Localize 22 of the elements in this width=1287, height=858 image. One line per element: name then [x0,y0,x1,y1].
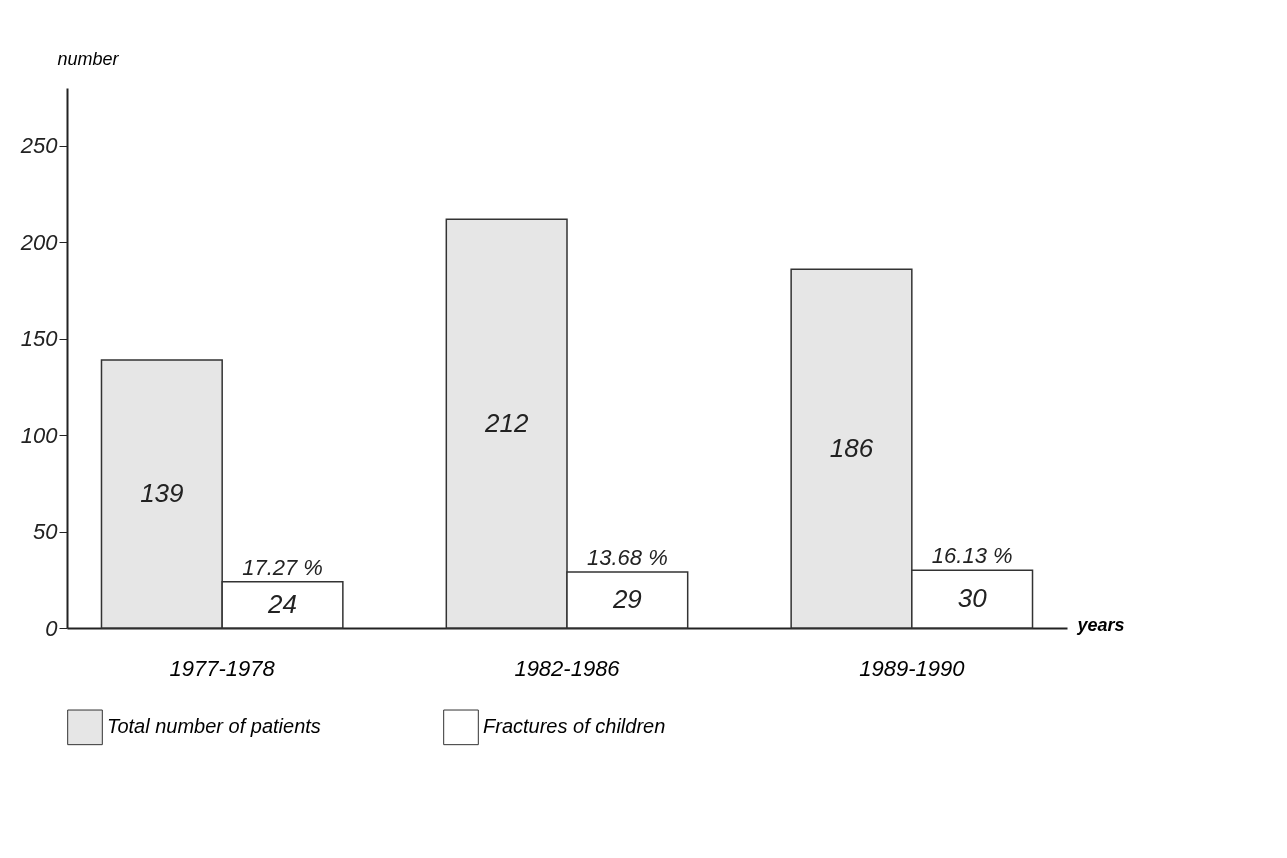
legend-label: Total number of patients [107,715,321,738]
data-label: 139 [140,477,184,508]
annotation: 16.13 % [931,543,1013,569]
y-tick-label: 250 [19,133,59,159]
y-tick-label: 200 [19,229,59,255]
annotation: 17.27 % [242,554,323,580]
x-axis-title: years [1076,614,1125,635]
y-tick-label: 50 [33,519,59,545]
legend-label: Fractures of children [483,715,666,738]
y-axis-title: number [57,48,120,69]
data-label: 30 [957,583,988,614]
data-label: 24 [267,588,297,619]
y-tick-label: 150 [20,326,59,352]
data-label: 186 [829,432,874,463]
data-label: 29 [611,584,642,615]
x-tick-label: 1989-1990 [859,655,966,681]
data-label: 212 [483,407,529,438]
y-tick-label: 100 [20,422,59,448]
y-tick-label: 0 [45,615,59,641]
x-tick-label: 1982-1986 [514,655,621,681]
x-tick-label: 1977-1978 [169,655,276,681]
annotation: 13.68 % [586,545,668,571]
